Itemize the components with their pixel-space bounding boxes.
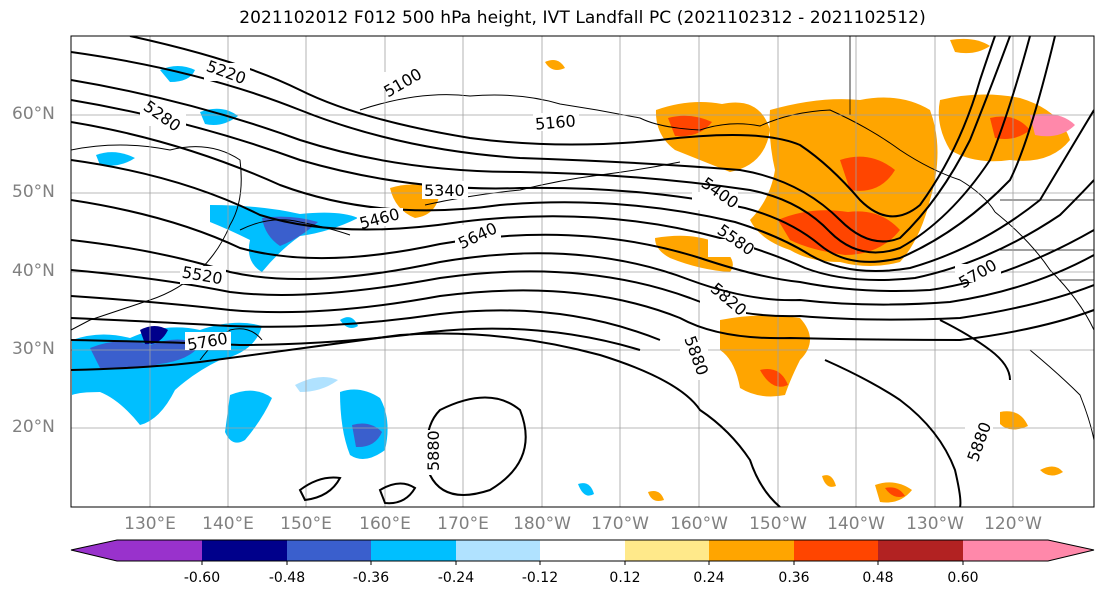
longitude-label: 160°W xyxy=(670,514,728,534)
colorbar-outline xyxy=(70,539,1095,562)
colorbar-tick-label: -0.60 xyxy=(183,570,221,586)
colorbar-extend-right xyxy=(1048,540,1094,561)
colorbar-tick-label: 0.48 xyxy=(862,570,894,586)
colorbar-tick-marks xyxy=(201,561,964,565)
longitude-label: 140°E xyxy=(202,514,254,534)
contour-label: 5160 xyxy=(534,111,576,133)
longitude-label: 140°W xyxy=(827,514,885,534)
colorbar-segments xyxy=(71,540,1094,561)
map-frame xyxy=(70,35,1095,508)
coastlines xyxy=(71,94,1094,441)
latitude-label: 30°N xyxy=(12,339,55,359)
longitude-label: 150°W xyxy=(749,514,807,534)
latitude-label: 20°N xyxy=(12,417,55,437)
longitude-label: 150°E xyxy=(280,514,332,534)
colorbar-segment xyxy=(709,540,794,561)
contour-label: 5340 xyxy=(424,181,465,200)
longitude-label: 180°W xyxy=(513,514,571,534)
colorbar-segment xyxy=(371,540,456,561)
colorbar-tick-label: -0.12 xyxy=(521,570,559,586)
longitude-label: 160°E xyxy=(359,514,411,534)
colorbar-segment xyxy=(963,540,1048,561)
latitude-label: 50°N xyxy=(12,182,55,202)
colorbar-tick-label: 0.36 xyxy=(778,570,810,586)
colorbar-segment xyxy=(202,540,287,561)
longitude-label: 170°E xyxy=(437,514,489,534)
borders xyxy=(849,36,1094,281)
colorbar-segment xyxy=(456,540,540,561)
colorbar-tick-label: -0.24 xyxy=(437,570,475,586)
longitude-label: 120°W xyxy=(984,514,1042,534)
colorbar-segment xyxy=(625,540,709,561)
colorbar-tick-label: 0.24 xyxy=(693,570,725,586)
map-title: 2021102012 F012 500 hPa height, IVT Land… xyxy=(239,8,926,28)
colorbar-tick-label: -0.36 xyxy=(352,570,390,586)
colorbar-segment xyxy=(540,540,625,561)
contour-label: 5880 xyxy=(424,430,443,471)
contour-label-bgs xyxy=(140,63,1001,475)
colorbar-segment xyxy=(117,540,202,561)
colorbar-extend-left xyxy=(71,540,117,561)
longitude-label: 130°W xyxy=(906,514,964,534)
colorbar-tick-label: -0.48 xyxy=(268,570,306,586)
colorbar-segment xyxy=(794,540,878,561)
longitude-label: 170°W xyxy=(591,514,649,534)
colorbar-tick-label: 0.60 xyxy=(947,570,979,586)
longitude-label: 130°E xyxy=(124,514,176,534)
colorbar-segment xyxy=(878,540,963,561)
colorbar-tick-label: 0.12 xyxy=(609,570,641,586)
latitude-label: 40°N xyxy=(12,261,55,281)
height-contours xyxy=(71,36,1094,507)
latitude-label: 60°N xyxy=(12,104,55,124)
colorbar-segment xyxy=(287,540,371,561)
